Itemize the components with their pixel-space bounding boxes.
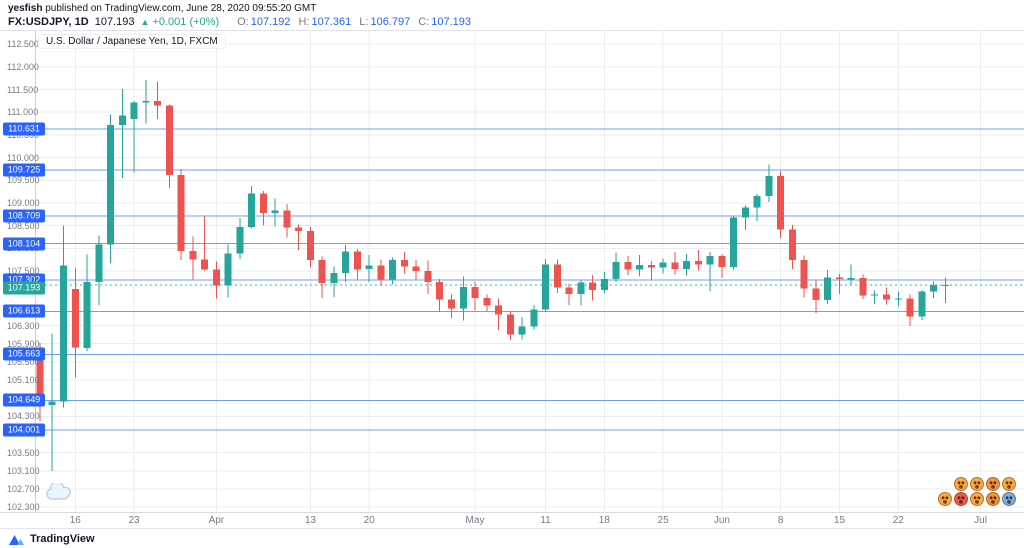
level-price-badge: 104.649 [3, 393, 45, 407]
time-tick-label: 20 [363, 515, 375, 526]
tradingview-watermark-icon [42, 481, 78, 508]
time-tick-label: 11 [540, 515, 551, 526]
price-tick-label: 107.500 [7, 266, 40, 277]
price-change: ▲ +0.001 (+0%) [140, 15, 219, 30]
price-tick-label: 105.100 [7, 375, 40, 386]
level-price-badge: 106.613 [3, 304, 45, 318]
symbol-name: FX:USDJPY, 1D [8, 16, 89, 28]
time-tick-label: Jul [974, 515, 987, 526]
time-tick-label: 15 [833, 515, 846, 526]
level-price-badge: 110.631 [3, 122, 45, 136]
price-tick-label: 112.500 [7, 39, 39, 50]
level-price-badge: 108.709 [3, 209, 45, 223]
ohlc-readout: O: 107.192 H: 107.361 L: 106.797 C: 107.193 [229, 15, 471, 30]
tradingview-logo-icon[interactable] [8, 532, 25, 546]
emoji-sticker [938, 492, 952, 506]
emoji-sticker [954, 477, 968, 491]
price-tick-label: 109.000 [7, 198, 40, 208]
price-tick-label: 103.500 [7, 447, 40, 458]
price-tick-label: 111.000 [7, 107, 39, 118]
level-price-badge: 104.001 [3, 423, 45, 437]
price-tick-label: 105.500 [7, 356, 40, 367]
high-value: 107.361 [311, 16, 352, 28]
emoji-sticker [1002, 477, 1016, 491]
sticker-row [954, 477, 1016, 491]
up-arrow-icon: ▲ [140, 17, 150, 27]
time-tick-label: 16 [69, 515, 81, 526]
price-tick-label: 109.500 [7, 175, 40, 186]
time-tick-label: Apr [208, 515, 225, 526]
high-label: H: [298, 16, 310, 28]
time-tick-label: 18 [598, 515, 610, 526]
time-tick-label: 8 [777, 515, 784, 526]
price-tick-label: 112.000 [7, 61, 39, 72]
emoji-sticker [1002, 492, 1016, 506]
price-tick-label: 103.100 [7, 465, 40, 476]
chart-legend: U.S. Dollar / Japanese Yen, 1D, FXCM [38, 34, 226, 49]
emoji-sticker [986, 492, 1000, 506]
price-tick-label: 106.300 [7, 320, 40, 331]
price-tick-label: 102.700 [7, 483, 40, 494]
time-tick-label: 23 [128, 515, 140, 526]
emoji-sticker [970, 492, 984, 506]
low-label: L: [359, 16, 369, 28]
level-price-badge: 109.725 [3, 163, 45, 177]
footer: TradingView [0, 528, 1024, 548]
time-tick-label: 22 [892, 515, 904, 526]
symbol-info-bar: FX:USDJPY, 1D 107.193 ▲ +0.001 (+0%) O: 1… [8, 15, 1016, 30]
price-tick-label: 111.500 [7, 84, 39, 95]
low-value: 106.797 [370, 16, 411, 28]
chart-plot[interactable]: U.S. Dollar / Japanese Yen, 1D, FXCM 112… [0, 30, 1024, 512]
last-price: 107.193 [94, 16, 135, 28]
current-price-badge: 107.193 [3, 281, 45, 295]
emoji-sticker [954, 492, 968, 506]
byline: yesfish published on TradingView.com, Ju… [8, 3, 1016, 15]
byline-text: published on TradingView.com, June 28, 2… [42, 3, 317, 14]
close-label: C: [418, 16, 430, 28]
level-price-badge: 105.663 [3, 347, 45, 361]
price-tick-label: 110.000 [7, 152, 39, 163]
emoji-sticker [986, 477, 1000, 491]
emoji-sticker [970, 477, 984, 491]
sticker-cluster [938, 477, 1016, 506]
time-tick-label: May [465, 515, 485, 526]
price-tick-label: 102.300 [7, 502, 40, 512]
header: yesfish published on TradingView.com, Ju… [0, 0, 1024, 30]
open-label: O: [237, 16, 249, 28]
author-link[interactable]: yesfish [8, 3, 43, 14]
chart-canvas[interactable] [0, 31, 1024, 512]
level-price-badge: 108.104 [3, 237, 45, 251]
close-value: 107.193 [431, 16, 471, 28]
time-tick-label: 13 [304, 515, 316, 526]
time-tick-label: 25 [657, 515, 669, 526]
price-tick-label: 105.900 [7, 338, 40, 349]
open-value: 107.192 [250, 16, 291, 28]
price-tick-label: 108.500 [7, 220, 40, 231]
time-axis[interactable]: 16 23 Apr 13 20 May 11 18 25 Jun 8 15 22 Jul [0, 512, 1024, 528]
change-value: +0.001 (+0%) [152, 16, 220, 28]
sticker-row [938, 492, 1016, 506]
time-tick-label: Jun [713, 515, 730, 526]
footer-brand-link[interactable]: TradingView [30, 532, 95, 545]
price-tick-label: 104.300 [7, 411, 40, 422]
